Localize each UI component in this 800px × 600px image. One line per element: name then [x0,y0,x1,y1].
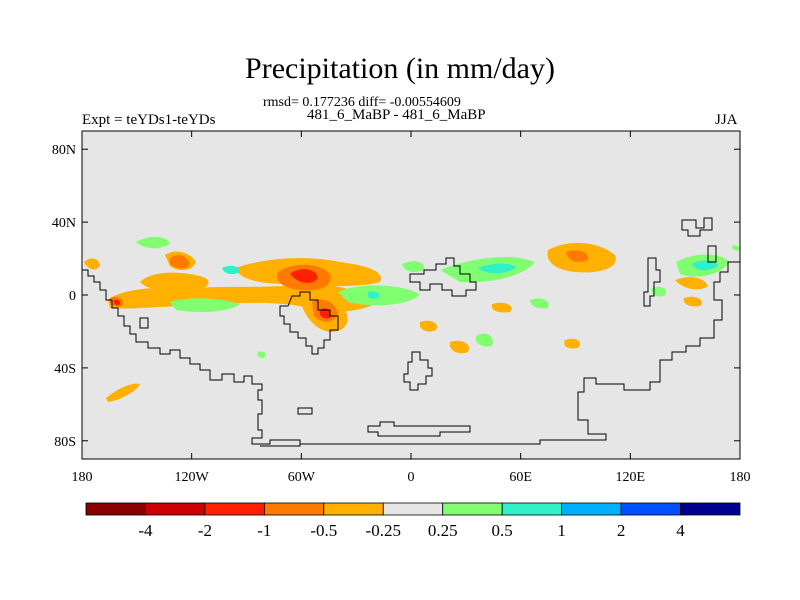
colorbar-swatch [382,502,444,516]
anomaly-positive-south-atlantic [475,333,493,347]
colorbar-label: -2 [198,521,212,540]
anomaly-region-west-edge [84,258,100,270]
anomaly-strong-positive-2 [478,263,516,274]
colorbar-swatch [442,502,503,516]
anomaly-strong-positive-1 [222,265,240,275]
colorbar-label: 0.25 [428,521,458,540]
americas-outline [82,269,301,447]
anomaly-core-west-red [113,299,121,306]
colorbar-label: -1 [257,521,271,540]
colorbar-swatch [501,502,563,516]
lon-tick-label: 180 [730,470,751,485]
anomaly-region-south-atlantic [419,320,438,332]
longitude-axis: 180 120W 60W 0 60E 120E 180 [72,131,751,485]
colorbar-swatch [263,502,325,516]
coastlines [82,217,740,447]
anomaly-core-amazon-red [319,308,331,319]
anomaly-core-caribbean-red [290,269,318,283]
anomaly-positive-north-pacific [136,236,170,249]
anomaly-positive-pacific-south [651,286,667,297]
colorbar-swatch [680,502,741,516]
pacific-islands-outline [707,245,717,263]
lat-tick-label: 40N [52,216,76,231]
anomaly-positive-europe [402,261,425,272]
asia-outline [643,257,661,307]
latitude-axis: 80N 40N 0 40S 80S [52,143,740,450]
island-outline [297,407,313,415]
colorbar-swatch [85,502,146,516]
lon-tick-label: 0 [408,470,415,485]
colorbar-swatch [620,502,681,516]
chart-subtitle: 481_6_MaBP - 481_6_MaBP [307,107,486,123]
lat-tick-label: 40S [54,362,76,377]
colorbar-swatch [145,502,206,516]
anomaly-positive-indian-south [530,298,549,309]
lon-tick-label: 60W [288,470,316,485]
anomaly-region-south-indian [449,340,469,354]
africa-outline [409,257,477,297]
anomaly-core-india [566,250,589,262]
anomaly-positive-pacific [170,298,240,312]
colorbar: -4 -2 -1 -0.5 -0.25 0.25 0.5 1 2 4 [85,502,741,540]
lon-tick-label: 120W [175,470,210,485]
season-label: JJA [715,112,738,128]
antarctic-outline [367,421,471,437]
anomaly-region-southern-ocean [106,383,140,402]
colorbar-label: 4 [676,521,685,540]
anomaly-positive-south-small [257,351,266,358]
colorbar-label: -4 [138,521,153,540]
chart-title: Precipitation (in mm/day) [245,52,555,85]
anomaly-core-nw-pacific [170,255,190,269]
east-asia-outline [681,217,713,237]
lat-tick-label: 0 [69,289,76,304]
colorbar-label: 1 [557,521,566,540]
anomaly-region-nw-pacific [140,272,209,292]
experiment-label: Expt = teYDs1-teYDs [82,112,216,128]
colorbar-label: -0.25 [366,521,401,540]
anomaly-positive-east-edge [732,245,740,251]
colorbar-swatch [561,502,622,516]
lon-tick-label: 60E [509,470,532,485]
stats-line: rmsd= 0.177236 diff= -0.00554609 [263,95,461,110]
colorbar-label: 0.5 [492,521,513,540]
colorbar-label: -0.5 [310,521,337,540]
colorbar-swatch [204,502,265,516]
lon-tick-label: 120E [616,470,646,485]
anomaly-region-atlantic-south [491,302,512,313]
anomaly-strong-positive-4 [367,291,380,299]
anomaly-region-south-indian-2 [564,338,581,349]
south-america-outline [279,291,339,355]
pacific-island-2 [139,317,149,329]
anomaly-region-pacific-east [675,277,708,290]
southern-africa-outline [403,351,433,391]
anomaly-strong-positive-3 [692,260,718,271]
colorbar-swatch [323,502,384,516]
lat-tick-label: 80S [54,435,76,450]
lat-tick-label: 80N [52,143,76,158]
lon-tick-label: 180 [72,470,93,485]
anomaly-region-pacific-south [683,296,702,307]
colorbar-label: 2 [617,521,626,540]
australia-pacific-outline [300,261,740,445]
